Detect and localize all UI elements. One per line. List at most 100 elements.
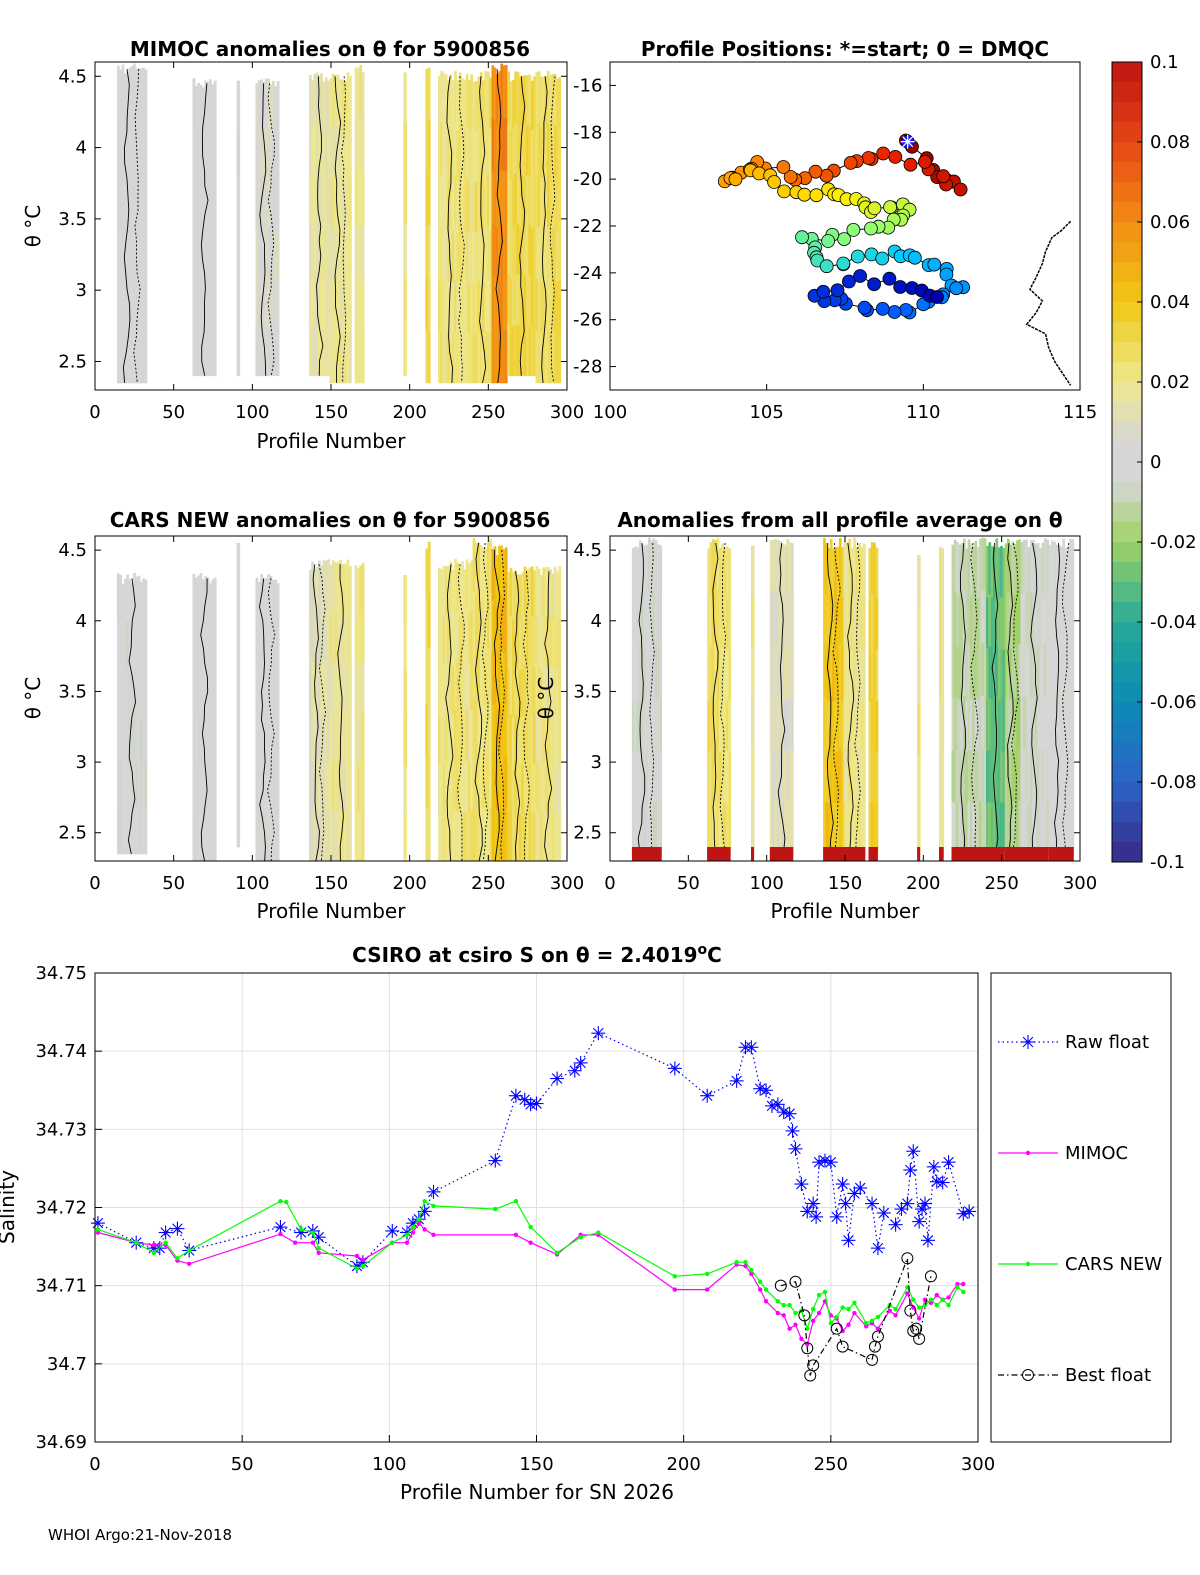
anomaly-cell — [272, 228, 275, 278]
anomaly-cell — [1013, 544, 1017, 597]
anomaly-cell — [1060, 700, 1063, 752]
anomaly-cell — [540, 813, 543, 862]
anomaly-cell — [211, 814, 215, 862]
anomaly-cell — [427, 120, 431, 174]
series-point — [852, 1310, 857, 1316]
anomaly-cell — [126, 227, 129, 280]
anomaly-cell — [507, 274, 510, 326]
anomaly-cell — [322, 179, 326, 230]
anomaly-cell — [126, 175, 129, 228]
anomaly-cell — [939, 700, 942, 752]
series-point — [757, 1287, 763, 1292]
anomaly-cell — [142, 330, 145, 384]
anomaly-cell — [723, 701, 727, 753]
anomaly-cell — [260, 227, 263, 278]
anomaly-cell — [631, 751, 635, 804]
anomaly-cell — [334, 761, 338, 812]
anomaly-cell — [403, 72, 407, 124]
anomaly-cell — [993, 751, 996, 804]
anomaly-cell — [772, 749, 775, 802]
anomaly-cell — [344, 332, 347, 384]
anomaly-cell — [339, 129, 342, 181]
anomaly-cell — [463, 332, 467, 384]
series-point — [278, 1231, 283, 1237]
anomaly-cell — [1034, 750, 1038, 803]
allavg-ylabel: θ °C — [534, 677, 558, 720]
anomaly-cell — [465, 659, 469, 711]
anomaly-cell — [119, 714, 122, 762]
anomaly-cell — [659, 802, 663, 855]
series-point — [911, 1297, 916, 1302]
anomaly-cell — [211, 673, 215, 721]
anomaly-cell — [514, 172, 518, 224]
anomaly-cell — [873, 646, 876, 699]
anomaly-cell — [475, 131, 478, 182]
anomaly-cell — [990, 700, 994, 752]
anomaly-cell — [346, 331, 350, 384]
series-point — [513, 1232, 519, 1238]
anomaly-cell — [855, 802, 859, 855]
anomaly-cell — [329, 128, 333, 180]
anomaly-cell — [1044, 538, 1047, 592]
anomaly-cell — [1007, 591, 1010, 645]
anomaly-cell — [334, 228, 338, 281]
x-tick-label: 250 — [471, 402, 505, 423]
anomaly-cell — [496, 810, 499, 862]
anomaly-cell — [262, 672, 266, 721]
anomaly-cell — [1007, 801, 1010, 855]
anomaly-cell — [540, 718, 543, 767]
anomaly-cell — [788, 594, 792, 647]
anomaly-cell — [860, 547, 864, 599]
anomaly-cell — [707, 548, 710, 600]
anomaly-cell — [315, 811, 319, 862]
anomaly-cell — [315, 615, 319, 666]
colorbar-cell — [1112, 702, 1142, 723]
series-point — [278, 1199, 283, 1204]
series-point — [422, 1227, 427, 1232]
anomaly-cell — [468, 662, 471, 713]
series-point — [134, 1240, 139, 1245]
colorbar-cell — [1112, 462, 1142, 483]
best-float-point — [913, 1332, 926, 1345]
anomaly-cell — [341, 563, 345, 614]
anomaly-cell — [634, 649, 637, 701]
anomaly-cell — [990, 546, 994, 598]
anomaly-cell — [519, 176, 522, 227]
series-point — [528, 1240, 533, 1245]
y-tick-label: -18 — [573, 122, 602, 143]
anomaly-cell — [331, 176, 335, 229]
anomaly-cell — [514, 715, 518, 765]
colorbar-tick-label: -0.08 — [1150, 772, 1197, 793]
anomaly-cell — [135, 330, 139, 384]
series-point — [955, 1285, 960, 1290]
anomaly-cell — [456, 811, 460, 862]
anomaly-cell — [456, 231, 460, 283]
anomaly-cell — [507, 122, 510, 174]
anomaly-cell — [523, 275, 527, 327]
anomaly-cell — [990, 751, 994, 803]
anomaly-cell — [126, 574, 129, 622]
anomaly-cell — [438, 763, 441, 813]
anomaly-cell — [979, 696, 982, 750]
anomaly-cell — [728, 650, 732, 702]
anomaly-cell — [1053, 801, 1056, 855]
anomaly-cell — [324, 810, 328, 862]
anomaly-cell — [336, 811, 340, 862]
anomaly-cell — [320, 713, 323, 763]
anomaly-cell — [339, 281, 342, 333]
anomaly-cell — [976, 598, 980, 650]
anomaly-band-cell — [939, 847, 944, 861]
anomaly-cell — [500, 703, 504, 757]
anomaly-cell — [472, 592, 476, 647]
anomaly-cell — [993, 598, 996, 650]
anomaly-cell — [427, 701, 431, 755]
anomaly-cell — [779, 749, 782, 803]
legend-marker-stroke — [1022, 1036, 1034, 1048]
cars-xlabel: Profile Number — [257, 899, 407, 923]
anomaly-cell — [123, 228, 127, 280]
anomaly-cell — [359, 614, 363, 665]
anomaly-cell — [551, 765, 555, 814]
anomaly-cell — [311, 178, 314, 229]
anomaly-cell — [505, 65, 508, 119]
colorbar-cell — [1112, 242, 1142, 263]
